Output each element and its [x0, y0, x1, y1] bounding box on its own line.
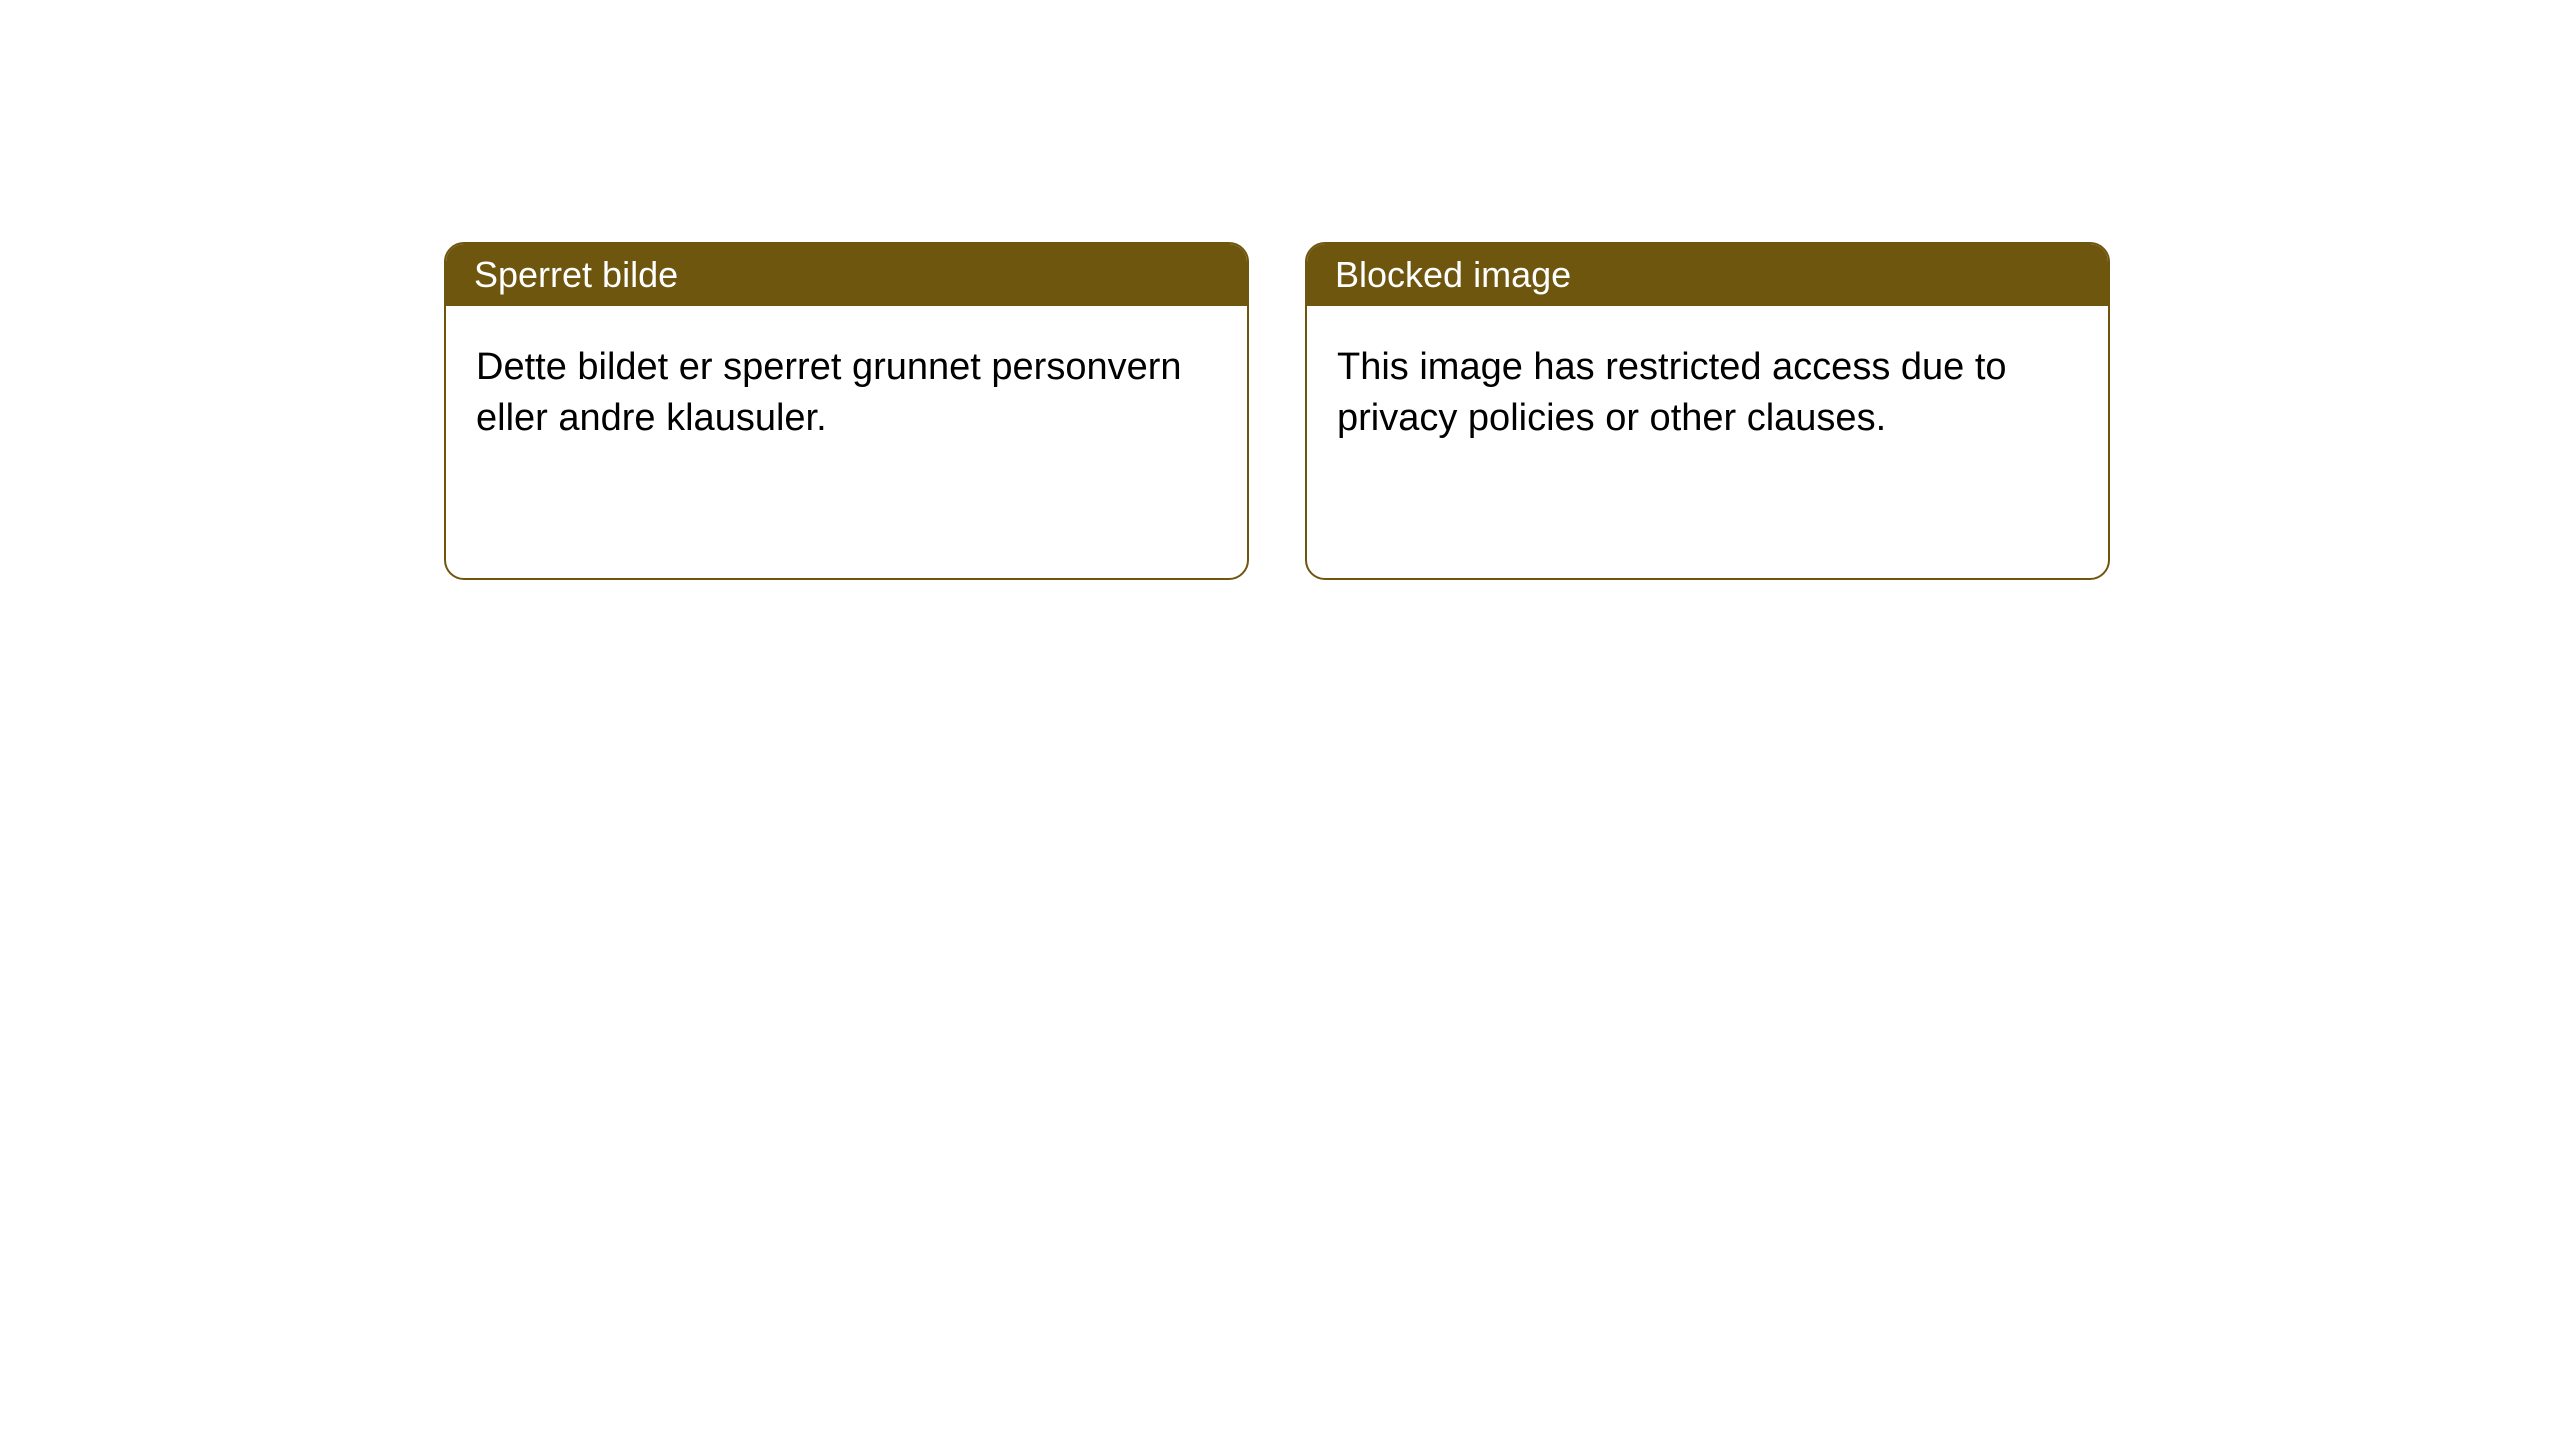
notice-title-english: Blocked image [1307, 244, 2108, 306]
notice-card-norwegian: Sperret bilde Dette bildet er sperret gr… [444, 242, 1249, 580]
notice-body-english: This image has restricted access due to … [1307, 306, 2108, 463]
notice-body-norwegian: Dette bildet er sperret grunnet personve… [446, 306, 1247, 463]
notice-card-english: Blocked image This image has restricted … [1305, 242, 2110, 580]
notice-container: Sperret bilde Dette bildet er sperret gr… [0, 0, 2560, 580]
notice-title-norwegian: Sperret bilde [446, 244, 1247, 306]
